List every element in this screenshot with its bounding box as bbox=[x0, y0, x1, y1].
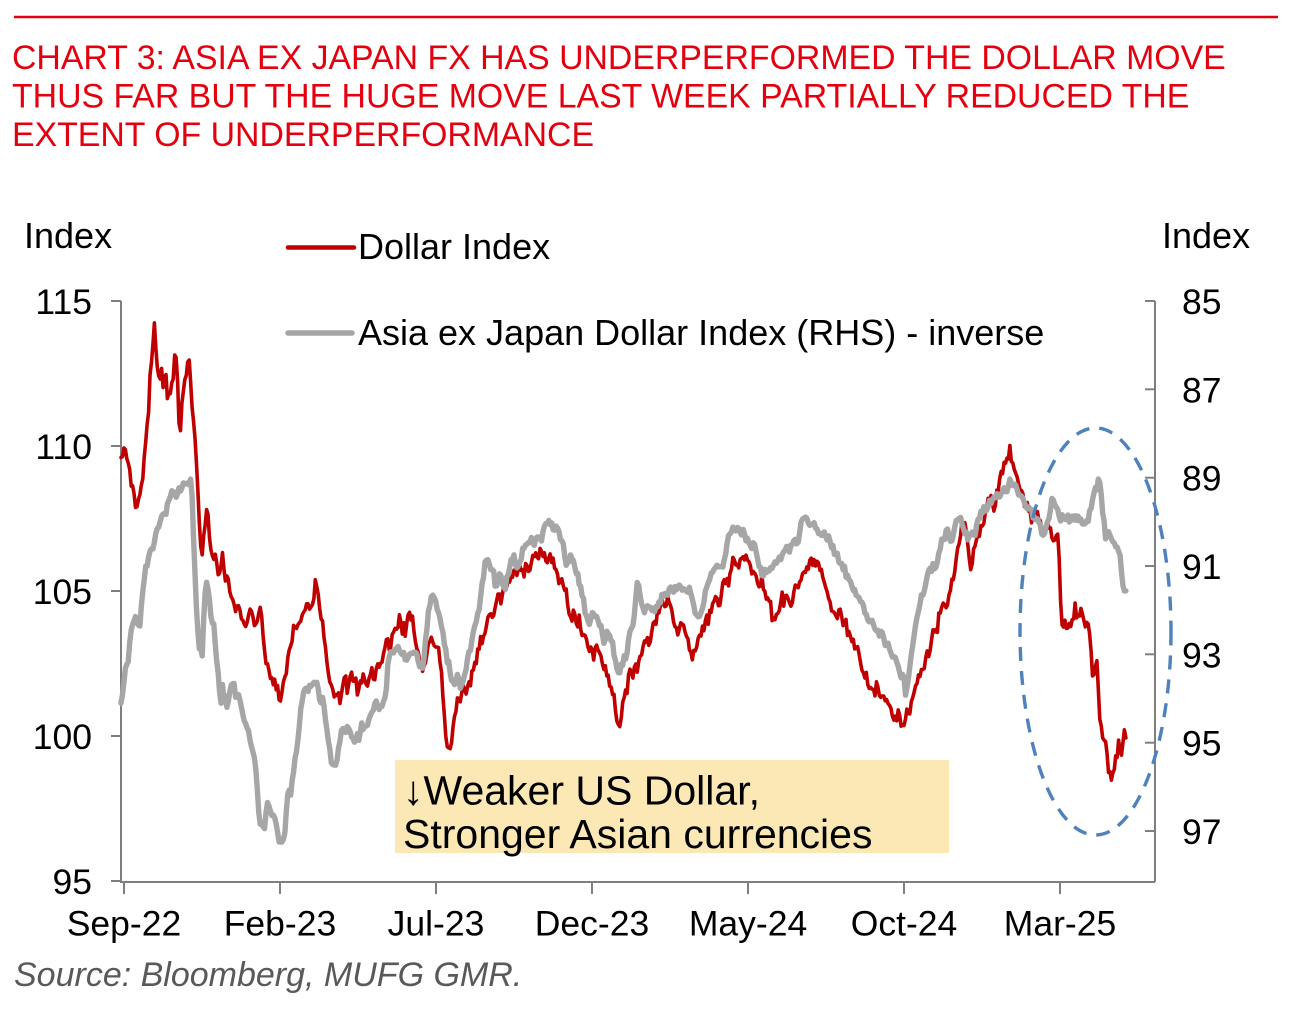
svg-text:THUS FAR BUT THE HUGE MOVE LAS: THUS FAR BUT THE HUGE MOVE LAST WEEK PAR… bbox=[12, 78, 1189, 116]
svg-text:CHART 3: ASIA EX JAPAN FX HAS: CHART 3: ASIA EX JAPAN FX HAS UNDERPERFO… bbox=[12, 39, 1226, 77]
svg-text:Sep-22: Sep-22 bbox=[67, 904, 181, 944]
svg-text:↓Weaker US Dollar,: ↓Weaker US Dollar, bbox=[403, 768, 760, 814]
svg-text:95: 95 bbox=[1182, 724, 1222, 764]
svg-text:EXTENT OF UNDERPERFORMANCE: EXTENT OF UNDERPERFORMANCE bbox=[12, 116, 594, 154]
svg-text:97: 97 bbox=[1182, 812, 1222, 852]
svg-text:95: 95 bbox=[53, 862, 93, 902]
svg-text:115: 115 bbox=[35, 282, 92, 322]
svg-text:110: 110 bbox=[35, 427, 92, 467]
svg-text:Asia ex Japan Dollar Index (RH: Asia ex Japan Dollar Index (RHS) - inver… bbox=[358, 312, 1044, 353]
svg-text:89: 89 bbox=[1182, 459, 1222, 499]
svg-text:Index: Index bbox=[1162, 215, 1250, 256]
svg-text:91: 91 bbox=[1182, 547, 1222, 587]
svg-text:Stronger Asian currencies: Stronger Asian currencies bbox=[403, 811, 872, 857]
svg-text:Source: Bloomberg, MUFG GMR.: Source: Bloomberg, MUFG GMR. bbox=[14, 956, 522, 994]
svg-text:100: 100 bbox=[33, 717, 92, 757]
svg-text:93: 93 bbox=[1182, 635, 1222, 675]
svg-text:Index: Index bbox=[24, 215, 112, 256]
svg-text:Jul-23: Jul-23 bbox=[388, 904, 485, 944]
svg-text:Oct-24: Oct-24 bbox=[851, 904, 958, 944]
svg-text:Mar-25: Mar-25 bbox=[1004, 904, 1116, 944]
svg-text:105: 105 bbox=[33, 572, 92, 612]
svg-text:85: 85 bbox=[1182, 282, 1222, 322]
svg-text:May-24: May-24 bbox=[689, 904, 807, 944]
svg-text:Dollar Index: Dollar Index bbox=[358, 226, 550, 267]
svg-text:Dec-23: Dec-23 bbox=[535, 904, 649, 944]
svg-text:87: 87 bbox=[1182, 370, 1222, 410]
svg-text:Feb-23: Feb-23 bbox=[224, 904, 336, 944]
